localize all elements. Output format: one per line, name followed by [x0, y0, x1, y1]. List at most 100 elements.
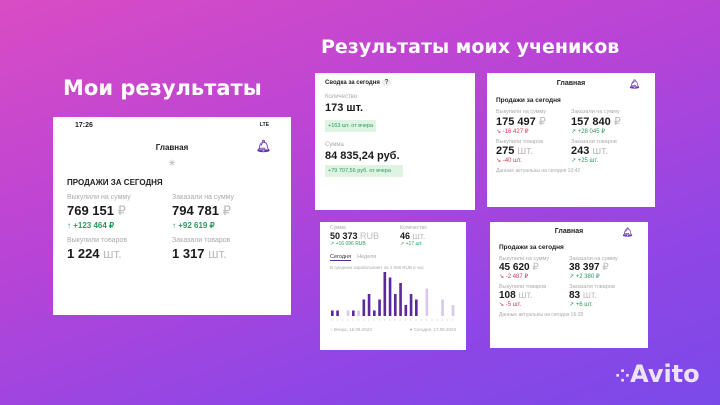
bought-qty-delta: ↘ -40 шт. — [496, 158, 522, 164]
status-time: 17:26 — [75, 122, 93, 129]
hour-tick — [331, 319, 333, 321]
bar-yesterday — [357, 310, 360, 316]
ordered-qty-label: Заказали товаров — [571, 139, 617, 145]
data-footer: Данные актуальны на сегодня 10:42 — [496, 168, 581, 174]
qty-delta: ↗ +17 шт. — [400, 241, 423, 247]
sum-value: 50 373 — [330, 231, 358, 241]
ordered-sum: 794 781 — [172, 203, 219, 218]
ordered-qty-label: Заказали товаров — [569, 284, 615, 290]
bought-qty-delta: ↘ -5 шт. — [499, 302, 522, 308]
sum-delta: ↗ +16 096 RUB — [330, 241, 366, 247]
hour-tick — [399, 319, 401, 321]
student-card-chart: Сумма 50 373 RUB ↗ +16 096 RUB Количество 4… — [320, 222, 466, 350]
hourly-bar-chart — [331, 272, 455, 321]
bar-today — [336, 310, 339, 316]
bar-today — [404, 305, 408, 316]
ordered-sum-label: Заказали на сумму — [569, 256, 618, 262]
bar-today — [352, 310, 355, 316]
card-title: Сводка за сегодня — [325, 80, 380, 86]
qty-delta: +163 шт. от вчера — [325, 120, 376, 132]
page-title: Главная — [155, 143, 189, 152]
section-title: Продажи за сегодня — [499, 244, 564, 251]
ordered-qty-delta: ↗ +25 шт. — [571, 158, 599, 164]
bar-today — [373, 310, 376, 316]
hour-tick — [452, 319, 454, 321]
bar-today — [409, 294, 413, 316]
student-card-main-1: Главная 🔔︎ Продажи за сегодня Выкупили на… — [487, 73, 655, 207]
ordered-qty: 243 — [571, 145, 590, 157]
ordered-delta: ↗ +2 380 ₽ — [569, 274, 600, 280]
hour-tick — [431, 319, 433, 321]
bar-yesterday — [346, 310, 350, 316]
ordered-qty: 83 — [569, 290, 581, 301]
hour-tick — [420, 319, 422, 321]
avg-text: В среднем зарабатывает на 2 098 RUB в ча… — [330, 265, 424, 270]
sum-unit: RUB — [360, 231, 380, 241]
bar-today — [378, 299, 381, 316]
ordered-sum-label: Заказали на сумму — [571, 109, 620, 115]
bar-today — [362, 299, 366, 316]
hour-tick — [389, 319, 391, 321]
student-card-main-2: Главная 🔔︎ Продажи за сегодня Выкупили на… — [490, 222, 648, 348]
bell-icon[interactable]: 🔔︎ — [621, 227, 633, 237]
bought-qty: 275 — [496, 145, 515, 157]
bought-qty-label: Выкупили товаров — [67, 237, 128, 244]
hour-tick — [347, 319, 349, 321]
bought-sum-label: Выкупили на сумму — [499, 256, 550, 262]
card-title: Главная — [556, 80, 586, 87]
bar-today — [383, 272, 387, 316]
card-title: Главная — [554, 228, 584, 235]
bar-today — [367, 294, 371, 316]
currency: ₽ — [117, 203, 126, 218]
main-results-card: 17:26 LTE Главная 🔔︎ ✳ ПРОДАЖИ ЗА СЕГОДНЯ … — [53, 117, 291, 315]
bell-icon[interactable]: 🔔︎ — [628, 79, 640, 89]
bought-sum: 45 620 — [499, 262, 530, 273]
tab-week[interactable]: Неделя — [357, 254, 377, 260]
hour-tick — [394, 319, 396, 321]
legend-today: ● Сегодня, 17.09.2023 — [409, 327, 456, 332]
hour-tick — [336, 319, 338, 321]
bought-sum: 769 151 — [67, 203, 114, 218]
bar-today — [394, 294, 397, 316]
bar-yesterday — [425, 288, 429, 316]
bought-sum: 175 497 — [496, 116, 536, 128]
student-card-summary: Сводка за сегодня ? Количество 173 шт. +… — [315, 73, 475, 210]
hour-tick — [383, 319, 386, 321]
ordered-delta: ↑ +92 619 ₽ — [172, 221, 215, 230]
status-network: LTE — [259, 122, 269, 128]
hour-tick — [415, 319, 417, 321]
ordered-sum-label: Заказали на сумму — [172, 194, 235, 201]
legend-yesterday: ○ Вчера, 16.09.2023 — [330, 327, 372, 332]
hour-tick — [373, 319, 375, 321]
loading-spinner-icon: ✳ — [168, 158, 176, 168]
data-footer: Данные актуальны на сегодня 16:28 — [499, 312, 584, 318]
bought-delta: ↑ +123 464 ₽ — [67, 221, 115, 230]
section-title: Продажи за сегодня — [496, 97, 561, 104]
ordered-sum: 38 397 — [569, 262, 600, 273]
sum-label: Сумма — [330, 225, 346, 231]
hour-tick — [357, 319, 359, 321]
bar-yesterday — [451, 305, 455, 316]
ordered-sum: 157 840 — [571, 116, 611, 128]
currency: ₽ — [222, 203, 231, 218]
hour-tick — [436, 319, 438, 321]
sum-value: 84 835,24 руб. — [325, 150, 400, 162]
bought-sum-label: Выкупили на сумму — [67, 194, 131, 201]
bar-today — [331, 310, 334, 316]
hour-tick — [441, 319, 443, 321]
qty-label: Количество — [400, 225, 427, 231]
hour-tick — [378, 319, 380, 321]
ordered-delta: ↗ +28 045 ₽ — [571, 129, 606, 135]
hour-tick — [446, 319, 449, 321]
qty-value: 46 — [400, 231, 411, 241]
hour-tick — [368, 319, 370, 321]
bell-icon[interactable]: 🔔︎ — [255, 139, 271, 153]
bar-today — [399, 283, 402, 316]
help-icon[interactable]: ? — [381, 79, 392, 86]
heading-mine: Мои результаты — [63, 76, 262, 100]
hour-tick — [362, 319, 365, 321]
pcs: шт. — [103, 246, 122, 261]
sum-label: Сумма — [325, 142, 344, 148]
tab-today[interactable]: Сегодня — [330, 254, 352, 261]
hour-tick — [352, 319, 354, 321]
